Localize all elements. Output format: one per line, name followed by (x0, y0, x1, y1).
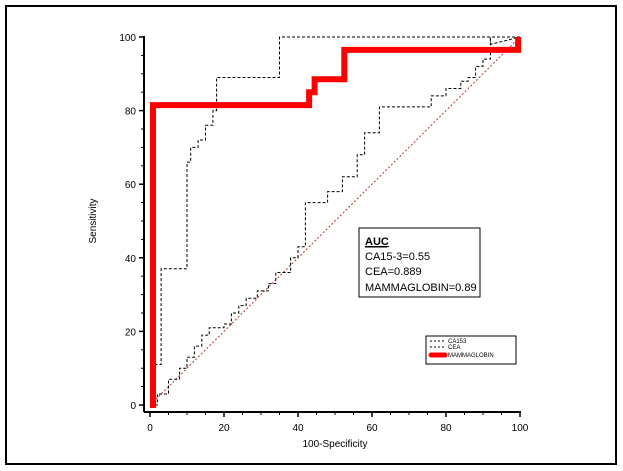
y-tick-label: 20 (125, 327, 137, 338)
auc-annotation: AUC CA15-3=0.55 CEA=0.889 MAMMAGLOBIN=0.… (358, 227, 481, 298)
y-tick-label: 60 (125, 180, 137, 191)
series-line-ca153 (150, 36, 520, 406)
y-tick-label: 80 (125, 107, 137, 118)
x-tick-label: 40 (292, 423, 304, 434)
figure-frame (5, 5, 617, 465)
y-tick-label: 100 (119, 33, 136, 44)
y-tick-label: 0 (130, 401, 136, 412)
auc-line-mammaglobin: MAMMAGLOBIN=0.89 (365, 282, 477, 294)
series-line-mammaglobin (150, 37, 522, 408)
auc-line-ca153: CA15-3=0.55 (365, 251, 430, 263)
x-tick-label: 60 (366, 423, 378, 434)
legend-label-cea: CEA (448, 345, 460, 351)
legend-label-ca153: CA153 (448, 339, 467, 345)
y-axis-title: Sensitivity (88, 198, 99, 243)
x-tick-label: 0 (147, 423, 153, 434)
legend-border (425, 335, 517, 365)
x-tick-label: 80 (440, 423, 452, 434)
x-tick-label: 100 (512, 423, 529, 434)
auc-line-cea: CEA=0.889 (365, 266, 422, 278)
auc-annotation-border (358, 227, 481, 298)
legend-label-mammaglobin: MAMMAGLOBIN (448, 353, 494, 359)
x-tick-label: 20 (218, 423, 230, 434)
ticks: 0 20 40 60 80 100 0 20 40 60 80 100 (119, 33, 528, 434)
auc-title: AUC (365, 236, 389, 248)
y-tick-label: 40 (125, 254, 137, 265)
x-axis-title: 100-Specificity (302, 439, 367, 450)
reference-diagonal-line (149, 36, 521, 406)
series-line-cea (150, 36, 521, 406)
series-layer (149, 36, 522, 408)
legend: CA153 CEA MAMMAGLOBIN (425, 335, 517, 365)
